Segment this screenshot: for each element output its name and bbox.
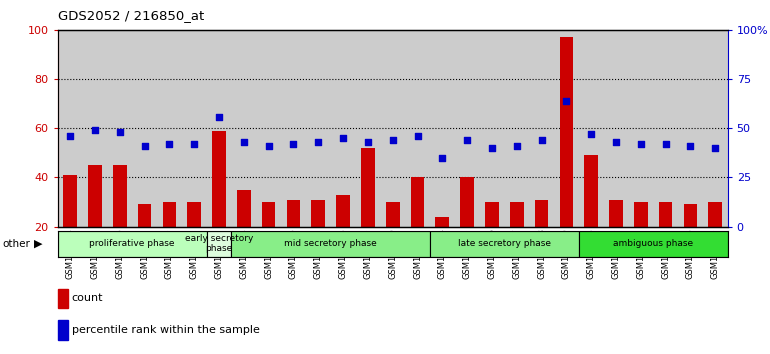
Point bbox=[89, 127, 101, 133]
Bar bbox=[386, 202, 400, 227]
Bar bbox=[560, 38, 573, 227]
Point bbox=[585, 131, 598, 137]
Point bbox=[362, 139, 374, 145]
Point bbox=[659, 141, 671, 147]
Bar bbox=[684, 205, 698, 227]
Point bbox=[436, 155, 448, 161]
Bar bbox=[708, 202, 722, 227]
Text: GDS2052 / 216850_at: GDS2052 / 216850_at bbox=[58, 9, 204, 22]
Point bbox=[213, 114, 225, 119]
Bar bbox=[213, 131, 226, 227]
Bar bbox=[138, 205, 152, 227]
Bar bbox=[286, 200, 300, 227]
Bar bbox=[410, 177, 424, 227]
Bar bbox=[485, 202, 499, 227]
Point bbox=[263, 143, 275, 149]
Point bbox=[287, 141, 300, 147]
Bar bbox=[237, 190, 251, 227]
Point bbox=[139, 143, 151, 149]
Bar bbox=[430, 231, 579, 257]
Text: mid secretory phase: mid secretory phase bbox=[284, 239, 377, 248]
Bar bbox=[510, 202, 524, 227]
Bar bbox=[584, 155, 598, 227]
Point bbox=[486, 145, 498, 151]
Point bbox=[610, 139, 622, 145]
Bar bbox=[232, 231, 430, 257]
Point bbox=[461, 137, 474, 143]
Bar bbox=[206, 231, 232, 257]
Bar bbox=[579, 231, 728, 257]
Point bbox=[709, 145, 721, 151]
Point bbox=[64, 133, 76, 139]
Point bbox=[312, 139, 324, 145]
Text: percentile rank within the sample: percentile rank within the sample bbox=[72, 325, 259, 335]
Point bbox=[163, 141, 176, 147]
Bar bbox=[63, 175, 77, 227]
Point bbox=[238, 139, 250, 145]
Point bbox=[114, 130, 126, 135]
Bar bbox=[460, 177, 474, 227]
Text: late secretory phase: late secretory phase bbox=[458, 239, 551, 248]
Bar bbox=[659, 202, 672, 227]
Bar bbox=[609, 200, 623, 227]
Point bbox=[511, 143, 523, 149]
Bar bbox=[187, 202, 201, 227]
Bar bbox=[162, 202, 176, 227]
Text: ▶: ▶ bbox=[34, 239, 42, 249]
Text: ambiguous phase: ambiguous phase bbox=[613, 239, 693, 248]
Bar bbox=[336, 195, 350, 227]
Point bbox=[561, 98, 573, 104]
Bar bbox=[88, 165, 102, 227]
Bar bbox=[534, 200, 548, 227]
Point bbox=[685, 143, 697, 149]
Text: count: count bbox=[72, 293, 103, 303]
Bar bbox=[311, 200, 325, 227]
Bar bbox=[361, 148, 375, 227]
Point bbox=[535, 137, 547, 143]
Text: other: other bbox=[2, 239, 30, 249]
Text: proliferative phase: proliferative phase bbox=[89, 239, 175, 248]
Point bbox=[188, 141, 200, 147]
Point bbox=[337, 135, 350, 141]
Bar bbox=[58, 231, 206, 257]
Bar bbox=[634, 202, 648, 227]
Bar bbox=[113, 165, 126, 227]
Bar bbox=[436, 217, 449, 227]
Point bbox=[634, 141, 647, 147]
Point bbox=[411, 133, 424, 139]
Bar bbox=[262, 202, 276, 227]
Text: early secretory
phase: early secretory phase bbox=[185, 234, 253, 253]
Point bbox=[387, 137, 399, 143]
